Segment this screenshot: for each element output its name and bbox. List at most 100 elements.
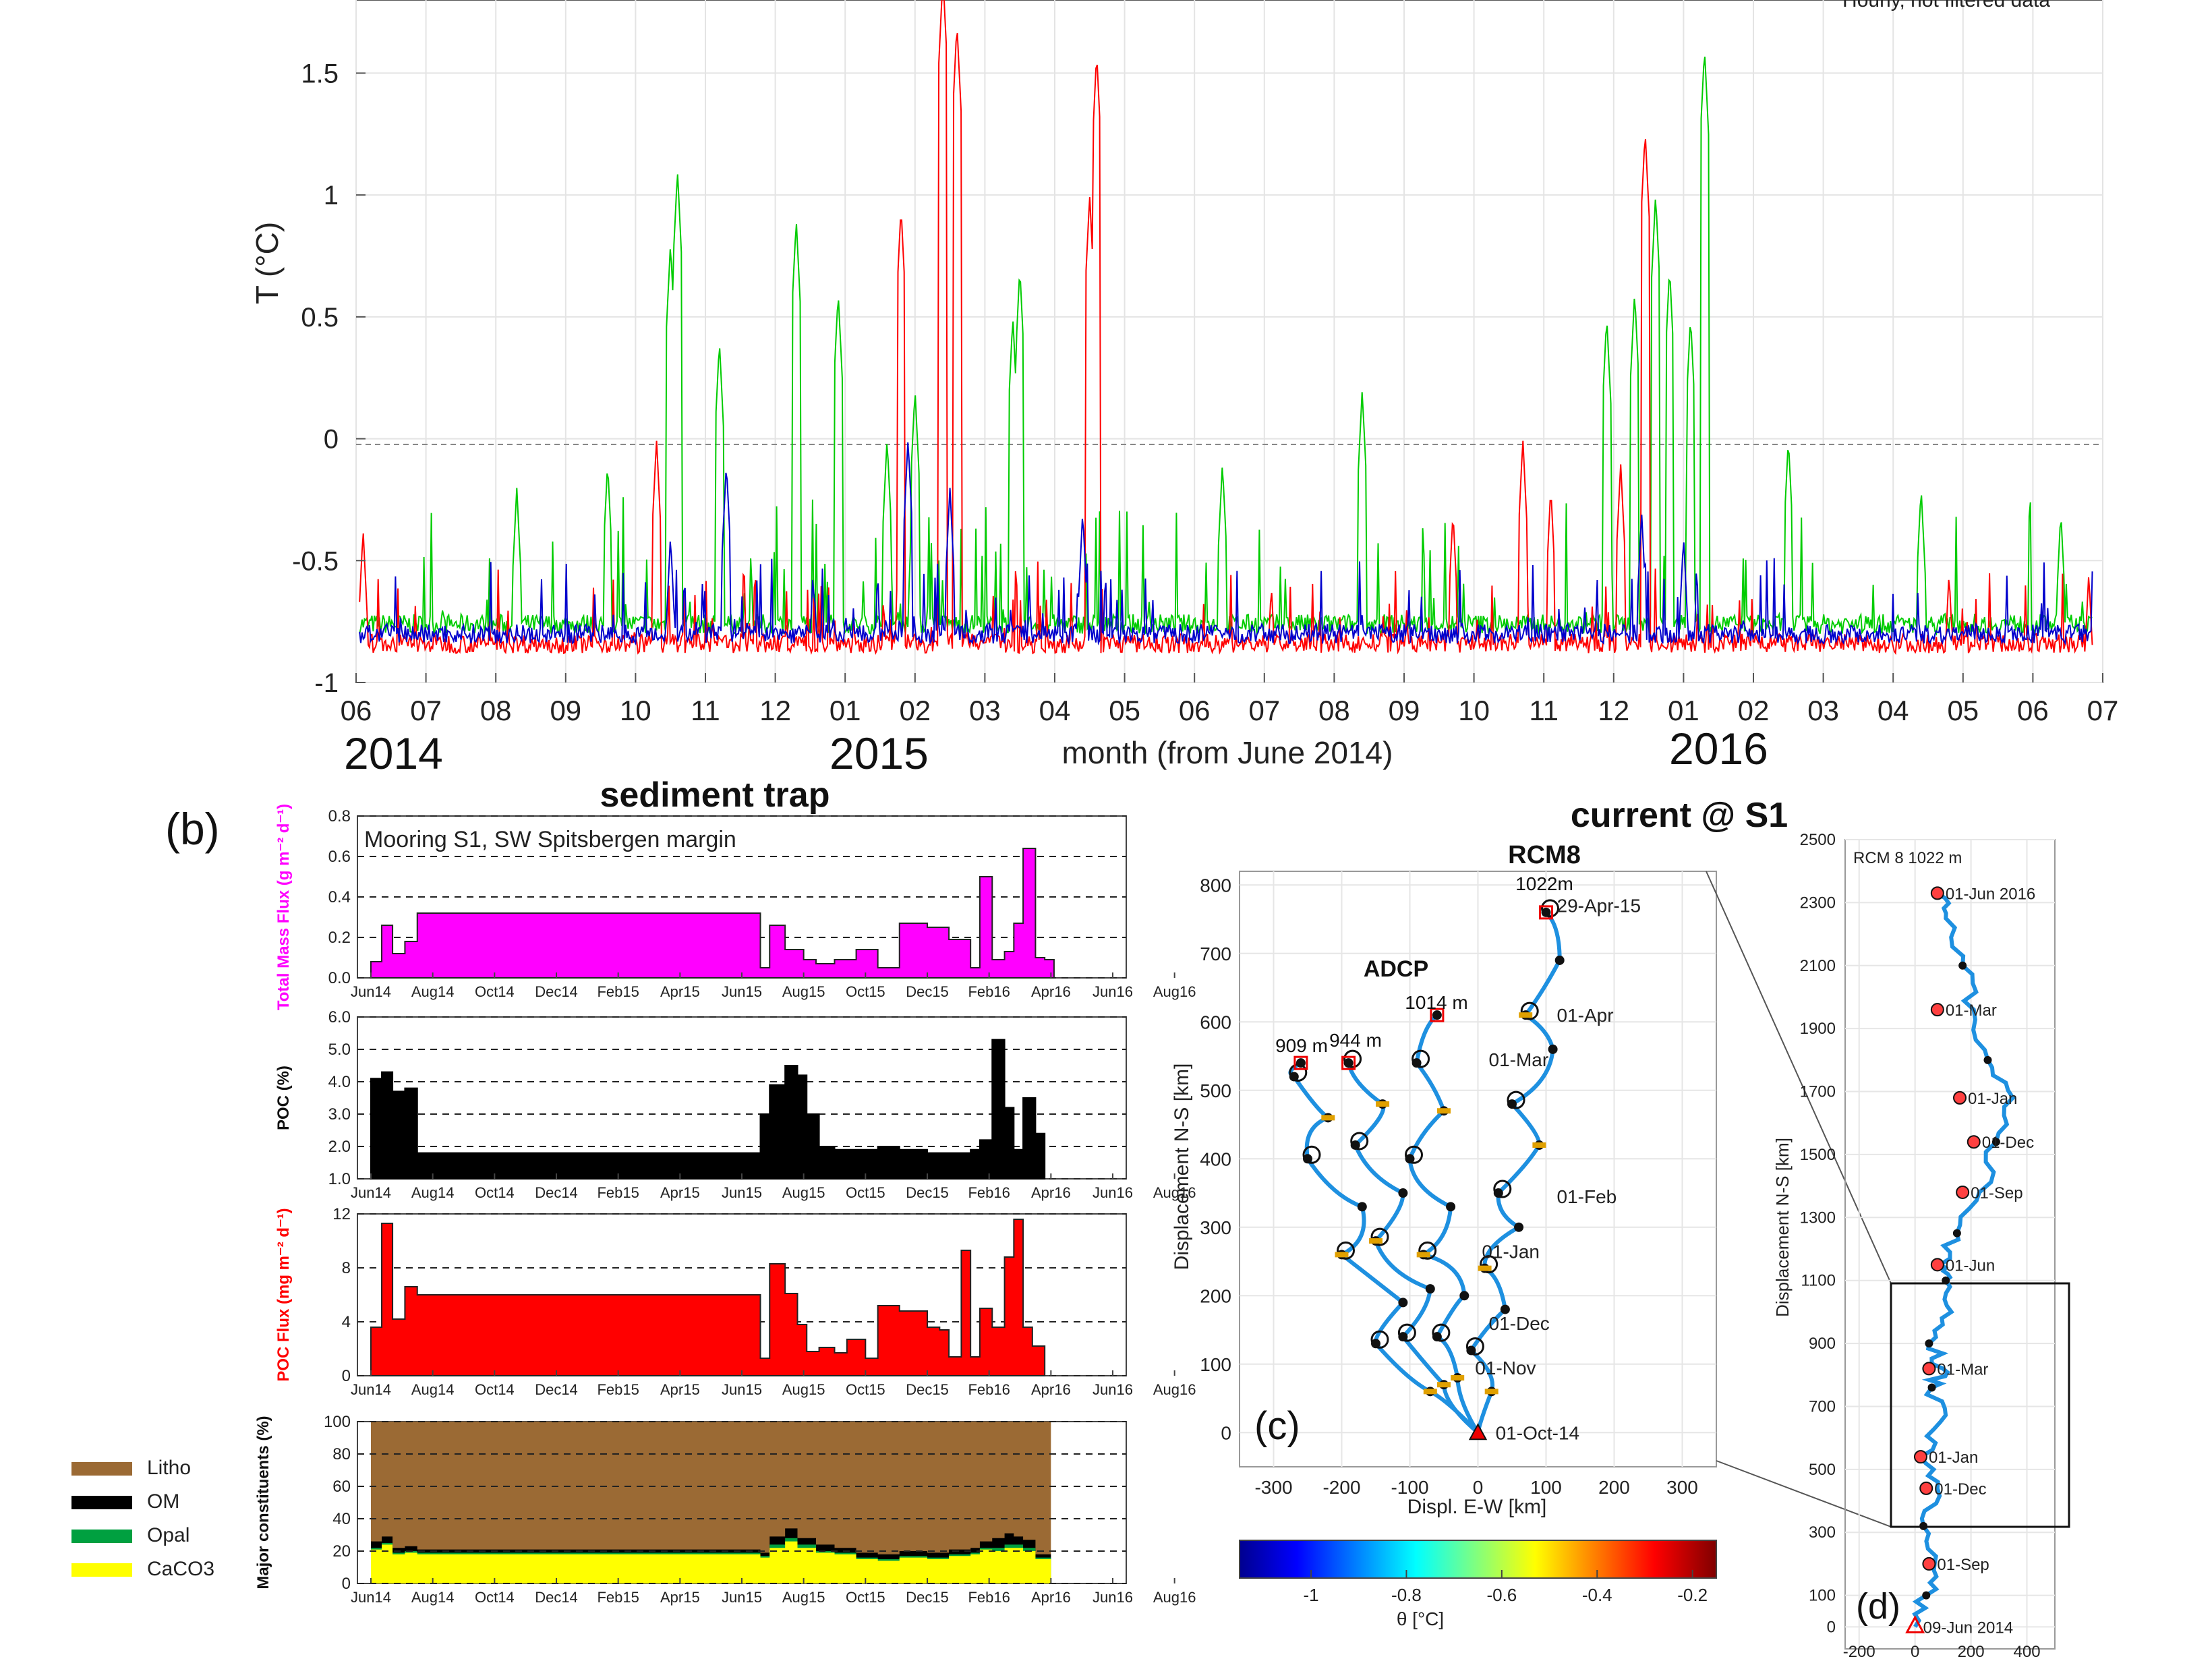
d-x-tick-label: 200 — [1958, 1643, 1985, 1659]
panel-a-y-axis-label: T (°C) — [250, 222, 285, 304]
b-x-tick-label: Dec14 — [535, 1381, 578, 1398]
c-track — [1288, 1061, 1480, 1434]
a-x-tick-label: 04 — [1878, 695, 1909, 726]
label-adcp: ADCP — [1364, 956, 1428, 982]
d-date-label: 01-Jan — [1968, 1090, 2017, 1108]
panel-c-title: current @ S1 — [1571, 796, 1788, 835]
d-track-dot — [1925, 1339, 1933, 1348]
b-x-tick-label: Jun14 — [351, 1589, 391, 1606]
d-track — [1912, 891, 2016, 1628]
c-y-tick-label: 300 — [1200, 1217, 1231, 1238]
d-y-tick-label: 1100 — [1801, 1272, 1836, 1290]
b-x-tick-label: Apr16 — [1031, 1184, 1071, 1201]
panel-d-label: (d) — [1856, 1586, 1900, 1627]
d-y-tick-label: 700 — [1809, 1397, 1836, 1416]
year-label-2015: 2015 — [830, 728, 929, 778]
a-x-tick-label: 12 — [1598, 695, 1629, 726]
c-x-tick-label: 0 — [1473, 1477, 1484, 1498]
zoom-connector-bottom — [1716, 1460, 1892, 1527]
a-x-tick-label: 11 — [1529, 695, 1559, 726]
c-month-marker — [1337, 1241, 1355, 1260]
c-temp-highlight — [1532, 1142, 1546, 1148]
mooring-note: Mooring S1, SW Spitsbergen margin — [364, 827, 736, 852]
d-date-label: 01-Mar — [1937, 1360, 1988, 1378]
b-x-tick-label: Apr16 — [1031, 1589, 1071, 1606]
legend-label-om: OM — [147, 1490, 179, 1513]
b-x-tick-label: Oct14 — [475, 1184, 515, 1201]
c-tracks — [1288, 899, 1565, 1440]
b-x-tick-label: Jun14 — [351, 1184, 391, 1201]
c-track-end-marker — [1430, 1008, 1445, 1022]
b-x-tick-label: Jun15 — [722, 1184, 762, 1201]
b-y-tick-label: 5.0 — [328, 1041, 351, 1059]
c-date-label: 01-Dec — [1489, 1313, 1550, 1334]
d-month-marker — [1922, 1362, 1936, 1376]
b-x-tick-label: Dec15 — [906, 1184, 949, 1201]
c-month-marker — [1432, 1323, 1451, 1342]
b-x-tick-label: Aug14 — [411, 983, 455, 1000]
d-date-label: 01-Dec — [1934, 1480, 1986, 1498]
b-y-tick-label: 0.0 — [328, 969, 351, 987]
b3-x-ticks: Jun14 Aug14 Oct14 Dec14 Feb15 Apr15 Jun15 Aug15… — [351, 1370, 1196, 1398]
panel-a: -1-0.500.511.5 06 07 08 09 10 11 12 01 02 03 04 05 0… — [250, 0, 2118, 778]
b-x-tick-label: Aug15 — [782, 1381, 825, 1398]
c-month-marker — [1343, 1049, 1362, 1068]
colorbar-gradient — [1239, 1540, 1717, 1579]
legend-swatch-om — [71, 1496, 132, 1509]
d-track-dot — [1942, 1276, 1950, 1285]
d-y-tick-label: 1300 — [1800, 1209, 1836, 1227]
temperature-colorbar: -1 -0.8 -0.6 -0.4 -0.2 θ [°C] — [1239, 1540, 1717, 1629]
panel-b-title: sediment trap — [600, 776, 830, 815]
panel-a-grid — [355, 0, 2103, 683]
b-x-tick-label: Dec14 — [535, 983, 578, 1000]
b-x-tick-label: Feb15 — [597, 983, 639, 1000]
a-x-tick-label: 01 — [1668, 695, 1699, 726]
poc-percent-chart: 1.0 2.0 3.0 4.0 5.0 6.0 Jun14 Aug14 Oct14 Dec14 F… — [274, 1008, 1196, 1201]
zoom-connector-top — [1706, 871, 1892, 1284]
a-series-red — [359, 0, 2093, 656]
d-start-marker — [1905, 1615, 1925, 1633]
b-y-tick-label: 0.8 — [328, 807, 351, 825]
panel-c-label: (c) — [1254, 1404, 1300, 1448]
c-date-label: 01-Mar — [1489, 1049, 1549, 1070]
c-date-label: 01-Feb — [1557, 1186, 1617, 1207]
colorbar-ticks: -1 -0.8 -0.6 -0.4 -0.2 — [1303, 1570, 1708, 1605]
c-track-dot — [1296, 1058, 1306, 1068]
c-track-dot — [1425, 1284, 1435, 1294]
d-y-tick-label: 1900 — [1800, 1020, 1836, 1038]
d-date-label: 01-Sep — [1971, 1184, 2022, 1202]
b-x-tick-label: Apr15 — [660, 1381, 700, 1398]
c-date-label: 01-Nov — [1475, 1358, 1536, 1378]
a-x-tick-label: 02 — [899, 695, 931, 726]
b2-y-ticks: 1.0 2.0 3.0 4.0 5.0 6.0 — [328, 1008, 351, 1188]
b-x-tick-label: Oct15 — [846, 1589, 885, 1606]
d-track-dot — [1958, 961, 1967, 970]
c-x-tick-label: 200 — [1598, 1477, 1630, 1498]
legend-label-opal: Opal — [147, 1524, 190, 1546]
d-track-dot — [1983, 1055, 1992, 1064]
total-mass-flux-chart: 0.0 0.2 0.4 0.6 0.8 Jun14 Aug14 Oct14 Dec14 Feb1… — [274, 804, 1196, 1010]
a-x-tick-label: 05 — [1109, 695, 1140, 726]
a-x-tick-label: 06 — [341, 695, 372, 726]
b-x-tick-label: Dec15 — [906, 1589, 949, 1606]
c-y-tick-label: 500 — [1200, 1080, 1231, 1101]
c-temp-highlight — [1321, 1115, 1335, 1121]
b-x-tick-label: Oct14 — [475, 1381, 515, 1398]
b-y-tick-label: 0 — [342, 1575, 351, 1593]
c-temp-highlight — [1437, 1108, 1451, 1114]
colorbar-tick-label: -0.2 — [1677, 1585, 1708, 1605]
c-track-dot — [1432, 1010, 1442, 1020]
b-x-tick-label: Apr15 — [660, 983, 700, 1000]
c-y-tick-label: 800 — [1200, 875, 1231, 896]
a-x-tick-label: 09 — [1389, 695, 1420, 726]
b-x-tick-label: Jun16 — [1093, 1589, 1133, 1606]
b-y-tick-label: 0.6 — [328, 848, 351, 866]
a-x-tick-label: 12 — [759, 695, 791, 726]
c-x-ticks: -300 -200 -100 0 100 200 300 — [1254, 1477, 1697, 1498]
label-1014m: 1014 m — [1405, 992, 1467, 1013]
c-temp-highlight — [1423, 1389, 1437, 1395]
c-y-axis-label: Displacement N-S [km] — [1171, 1064, 1193, 1271]
legend-swatch-litho — [71, 1462, 132, 1476]
panel-a-series — [359, 0, 2093, 656]
